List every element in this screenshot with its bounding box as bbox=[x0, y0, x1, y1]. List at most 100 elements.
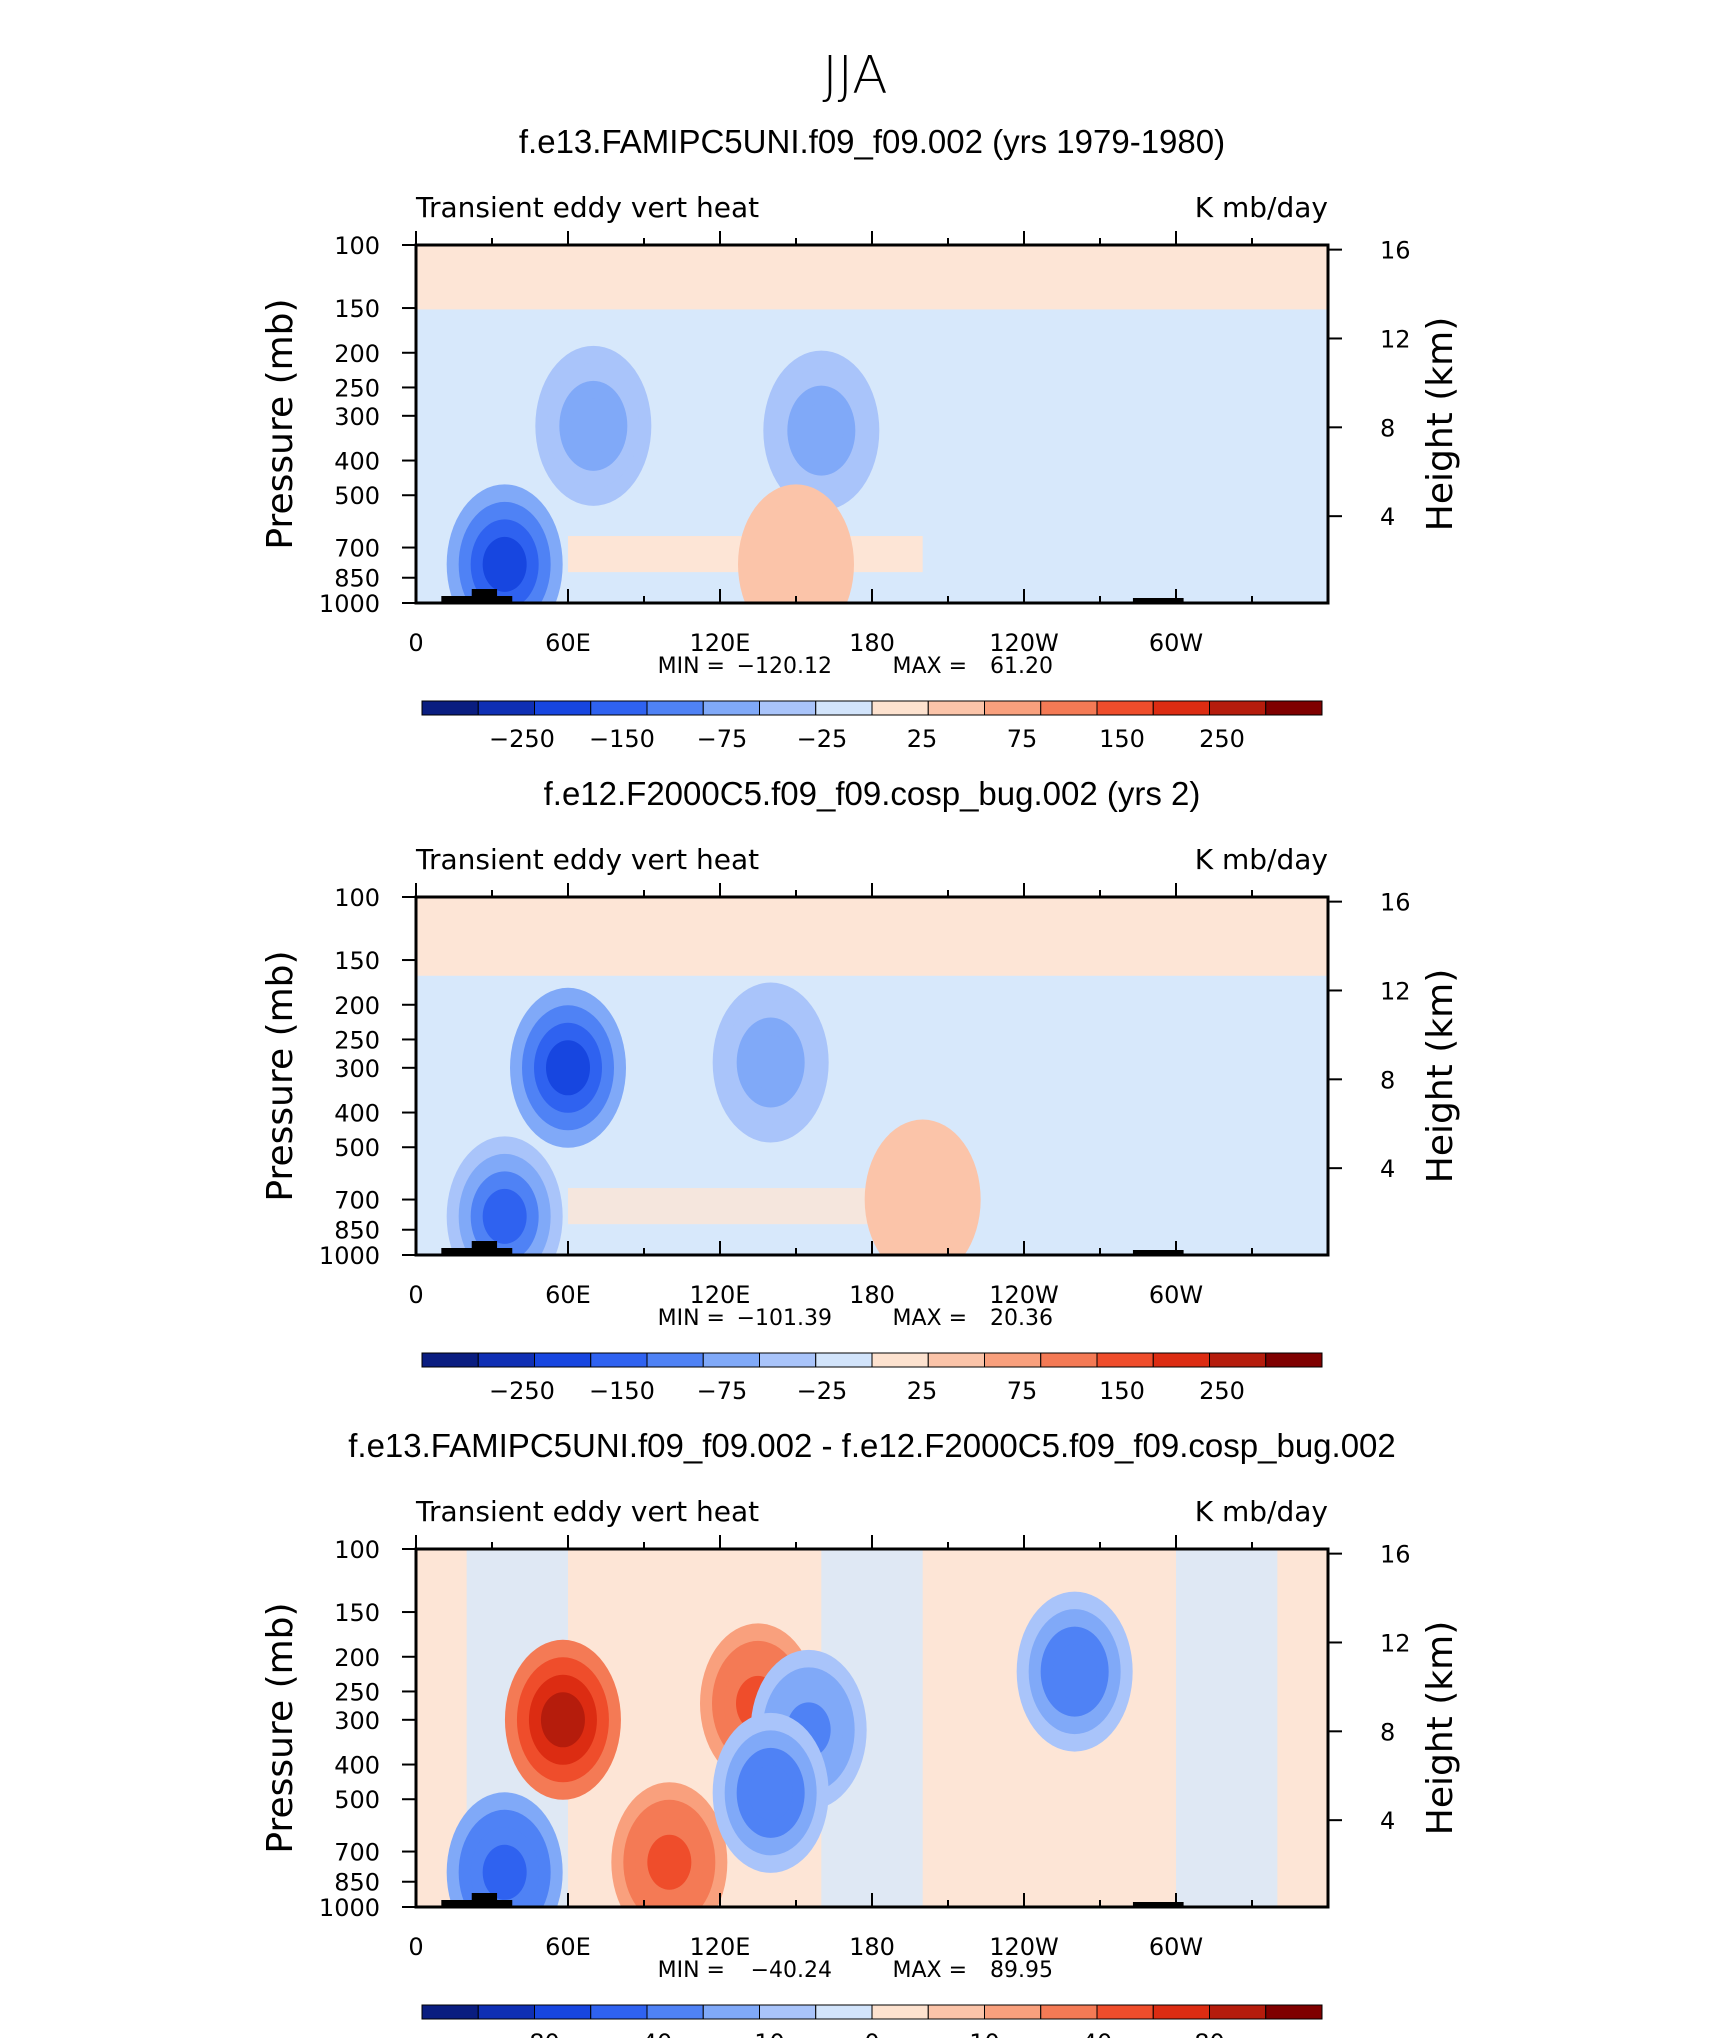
y-tick-label: 100 bbox=[334, 884, 380, 912]
colorbar-label: 250 bbox=[1199, 1377, 1245, 1405]
colorbar-label: −40 bbox=[622, 2029, 673, 2038]
x-tick-label: 120W bbox=[989, 1933, 1059, 1961]
y2-tick-label: 4 bbox=[1380, 503, 1395, 531]
colorbar-swatch bbox=[871, 2004, 929, 2020]
max-value: 20.36 bbox=[990, 1306, 1053, 1331]
panel-title: f.e13.FAMIPC5UNI.f09_f09.002 (yrs 1979-1… bbox=[519, 123, 1225, 160]
colorbar-swatch bbox=[590, 700, 648, 716]
y-tick-label: 300 bbox=[334, 403, 380, 431]
colorbar-swatch bbox=[646, 1352, 704, 1368]
y-tick-label: 250 bbox=[334, 374, 380, 402]
y2-axis-title: Height (km) bbox=[1420, 1621, 1461, 1835]
colorbar-label: 25 bbox=[907, 1377, 938, 1405]
x-tick-label: 60W bbox=[1149, 1281, 1203, 1309]
colorbar-label: 0 bbox=[864, 2029, 879, 2038]
colorbar-swatch bbox=[1209, 2004, 1267, 2020]
colorbar-swatch bbox=[1040, 700, 1098, 716]
colorbar-label: −150 bbox=[589, 725, 655, 753]
colorbar-swatch bbox=[759, 700, 817, 716]
y-axis-title: Pressure (mb) bbox=[260, 1602, 301, 1853]
colorbar-swatch bbox=[815, 1352, 873, 1368]
y-tick-label: 400 bbox=[334, 1100, 380, 1128]
colorbar-label: −150 bbox=[589, 1377, 655, 1405]
colorbar-swatch bbox=[1209, 700, 1267, 716]
contour-blob-2 bbox=[647, 1834, 692, 1890]
colorbar-swatch bbox=[871, 700, 929, 716]
x-tick-label: 60W bbox=[1149, 629, 1203, 657]
x-tick-label: 120E bbox=[690, 1281, 751, 1309]
contour-blob-2 bbox=[482, 536, 527, 592]
colorbar-swatch bbox=[1265, 700, 1323, 716]
colorbar-label: 10 bbox=[969, 2029, 1000, 2038]
colorbar-swatch bbox=[984, 1352, 1042, 1368]
y2-tick-label: 4 bbox=[1380, 1155, 1395, 1183]
variable-label: Transient eddy vert heat bbox=[415, 1495, 759, 1528]
colorbar-swatch bbox=[1096, 1352, 1154, 1368]
y2-tick-label: 4 bbox=[1380, 1807, 1395, 1835]
y-tick-label: 250 bbox=[334, 1026, 380, 1054]
max-label: MAX = bbox=[892, 1958, 967, 1983]
max-value: 89.95 bbox=[990, 1958, 1053, 1983]
colorbar-swatch bbox=[534, 700, 592, 716]
x-tick-label: 180 bbox=[849, 629, 895, 657]
y2-tick-label: 16 bbox=[1380, 1541, 1411, 1569]
y2-tick-label: 12 bbox=[1380, 977, 1411, 1005]
max-label: MAX = bbox=[892, 654, 967, 679]
y2-tick-label: 12 bbox=[1380, 1629, 1411, 1657]
colorbar-label: −250 bbox=[489, 725, 555, 753]
colorbar-label: −25 bbox=[797, 1377, 848, 1405]
colorbar-swatch bbox=[590, 2004, 648, 2020]
panel-title: f.e12.F2000C5.f09_f09.cosp_bug.002 (yrs … bbox=[544, 775, 1201, 812]
colorbar-label: 25 bbox=[907, 725, 938, 753]
x-tick-label: 120E bbox=[690, 1933, 751, 1961]
colorbar-swatch bbox=[1265, 1352, 1323, 1368]
x-tick-label: 0 bbox=[408, 1933, 423, 1961]
colorbar-swatch bbox=[646, 2004, 704, 2020]
colorbar-swatch bbox=[702, 1352, 760, 1368]
y-tick-label: 700 bbox=[334, 535, 380, 563]
x-tick-label: 180 bbox=[849, 1933, 895, 1961]
contour-blob-3 bbox=[774, 536, 818, 592]
y-tick-label: 700 bbox=[334, 1187, 380, 1215]
min-value: −120.12 bbox=[737, 654, 832, 679]
colorbar-swatch bbox=[1040, 1352, 1098, 1368]
y-tick-label: 200 bbox=[334, 340, 380, 368]
colorbar-swatch bbox=[1152, 1352, 1210, 1368]
units-label: K mb/day bbox=[1195, 1495, 1328, 1528]
contour-blob-4 bbox=[748, 1765, 793, 1821]
colorbar-swatch bbox=[477, 1352, 535, 1368]
y-tick-label: 400 bbox=[334, 1752, 380, 1780]
colorbar-swatch bbox=[1096, 2004, 1154, 2020]
colorbar-swatch bbox=[477, 2004, 535, 2020]
main-title: JJA bbox=[822, 46, 887, 106]
colorbar-swatch bbox=[871, 1352, 929, 1368]
topography bbox=[471, 1893, 498, 1907]
colorbar-swatch bbox=[1040, 2004, 1098, 2020]
y-tick-label: 500 bbox=[334, 482, 380, 510]
panel-1: f.e13.FAMIPC5UNI.f09_f09.002 (yrs 1979-1… bbox=[260, 123, 1461, 753]
y-axis-title: Pressure (mb) bbox=[260, 950, 301, 1201]
y2-axis-title: Height (km) bbox=[1420, 969, 1461, 1183]
x-tick-label: 120E bbox=[690, 629, 751, 657]
y-tick-label: 300 bbox=[334, 1707, 380, 1735]
variable-label: Transient eddy vert heat bbox=[415, 843, 759, 876]
x-tick-label: 180 bbox=[849, 1281, 895, 1309]
units-label: K mb/day bbox=[1195, 191, 1328, 224]
contour-blob-5 bbox=[1052, 1644, 1097, 1700]
y2-tick-label: 8 bbox=[1380, 1718, 1395, 1746]
min-label: MIN = bbox=[658, 1306, 725, 1331]
colorbar-swatch bbox=[815, 700, 873, 716]
x-tick-label: 60W bbox=[1149, 1933, 1203, 1961]
plot-area bbox=[416, 897, 1328, 1255]
colorbar-label: −25 bbox=[797, 725, 848, 753]
colorbar-label: 150 bbox=[1099, 725, 1145, 753]
colorbar-swatch bbox=[534, 1352, 592, 1368]
y-tick-label: 150 bbox=[334, 295, 380, 323]
colorbar-swatch bbox=[759, 2004, 817, 2020]
y-tick-label: 200 bbox=[334, 1644, 380, 1672]
y-tick-label: 850 bbox=[334, 565, 380, 593]
y2-tick-label: 8 bbox=[1380, 414, 1395, 442]
colorbar-swatch bbox=[421, 700, 479, 716]
contour-blob-0 bbox=[540, 1692, 585, 1748]
